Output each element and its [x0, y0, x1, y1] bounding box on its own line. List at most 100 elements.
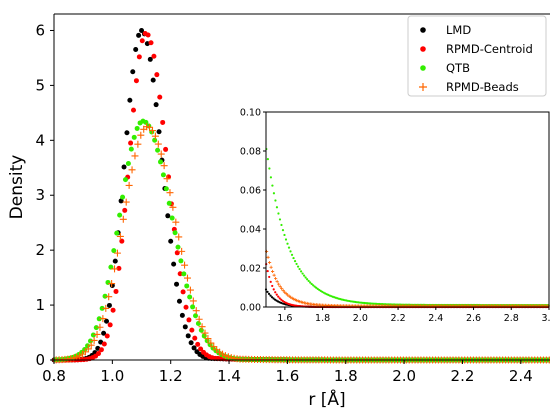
- data-point: [137, 131, 145, 139]
- data-point: [120, 194, 126, 200]
- data-point: [99, 305, 105, 311]
- data-point: [186, 317, 192, 323]
- data-point: [90, 336, 98, 344]
- data-point: [119, 215, 127, 223]
- data-point: [277, 282, 281, 286]
- data-point: [193, 313, 199, 319]
- data-point: [306, 278, 309, 281]
- data-point: [148, 127, 156, 135]
- legend-label: LMD: [446, 23, 471, 37]
- data-point: [122, 177, 128, 183]
- x-tick-label: 1.8: [334, 367, 358, 385]
- data-point: [95, 351, 101, 357]
- data-point: [181, 261, 189, 269]
- data-point: [266, 158, 269, 161]
- data-point: [157, 94, 163, 100]
- data-point: [172, 230, 178, 236]
- data-point: [128, 140, 134, 146]
- data-point: [176, 298, 182, 304]
- data-point: [281, 288, 285, 293]
- data-point: [272, 297, 275, 300]
- data-point: [150, 77, 156, 83]
- data-point: [198, 346, 204, 352]
- data-point: [198, 327, 204, 333]
- data-point: [303, 274, 306, 277]
- data-point: [201, 333, 207, 339]
- data-point: [180, 289, 186, 295]
- data-point: [99, 315, 107, 323]
- legend-label: QTB: [446, 61, 470, 75]
- inset-background: [264, 112, 550, 308]
- data-point: [154, 72, 160, 78]
- data-point: [116, 232, 124, 240]
- data-point: [113, 249, 121, 257]
- data-point: [269, 265, 273, 269]
- data-point: [178, 247, 186, 255]
- data-point: [268, 275, 271, 279]
- inset-x-tick-label: 2.2: [391, 313, 406, 324]
- inset-x-tick-label: 1.8: [315, 313, 330, 324]
- data-point: [125, 160, 131, 166]
- inset-x-tick-label: 3.0: [541, 313, 550, 324]
- data-point: [183, 274, 191, 282]
- legend-marker: [420, 46, 426, 52]
- data-point: [274, 199, 277, 202]
- data-point: [104, 318, 110, 324]
- data-point: [175, 244, 181, 250]
- data-point: [278, 218, 282, 221]
- data-point: [280, 298, 283, 301]
- data-point: [90, 332, 96, 338]
- data-point: [152, 137, 158, 143]
- data-point: [84, 345, 92, 353]
- data-point: [270, 296, 274, 299]
- data-point: [296, 299, 300, 303]
- legend-entry: QTB: [420, 61, 470, 75]
- data-point: [130, 69, 136, 75]
- data-point: [163, 146, 169, 152]
- data-point: [81, 348, 89, 356]
- inset-y-tick-label: 0.04: [240, 225, 261, 236]
- data-point: [112, 258, 118, 264]
- data-point: [148, 40, 154, 46]
- data-point: [293, 259, 297, 263]
- data-point: [296, 265, 300, 268]
- data-point: [139, 27, 145, 33]
- data-point: [283, 233, 286, 237]
- data-point: [177, 271, 183, 277]
- data-point: [298, 300, 302, 304]
- data-point: [105, 293, 113, 301]
- inset-y-tick-label: 0.00: [240, 303, 261, 314]
- data-point: [133, 78, 139, 84]
- data-point: [172, 218, 180, 226]
- data-point: [93, 330, 101, 338]
- data-point: [131, 107, 137, 113]
- legend-box: [407, 15, 547, 97]
- data-point: [134, 140, 142, 148]
- inset-x-tick-label: 1.6: [277, 313, 292, 324]
- data-point: [131, 134, 137, 140]
- data-point: [110, 307, 116, 313]
- legend-label: RPMD-Beads: [446, 80, 519, 94]
- legend-marker: [419, 83, 427, 91]
- data-point: [271, 269, 275, 274]
- data-point: [101, 341, 107, 347]
- data-point: [295, 298, 299, 303]
- data-point: [190, 304, 196, 310]
- data-point: [289, 250, 292, 253]
- data-point: [290, 253, 294, 256]
- data-point: [301, 272, 304, 275]
- data-point: [280, 287, 284, 291]
- data-point: [166, 189, 174, 197]
- inset-y-tick-label: 0.02: [240, 264, 261, 275]
- data-point: [113, 288, 119, 294]
- data-point: [309, 281, 312, 284]
- data-point: [111, 248, 117, 254]
- data-point: [145, 32, 151, 38]
- data-point: [155, 147, 161, 153]
- data-point: [174, 281, 180, 287]
- data-point: [136, 32, 142, 38]
- legend-marker: [420, 65, 426, 71]
- data-point: [85, 343, 91, 349]
- data-point: [307, 279, 310, 283]
- data-point: [271, 284, 274, 288]
